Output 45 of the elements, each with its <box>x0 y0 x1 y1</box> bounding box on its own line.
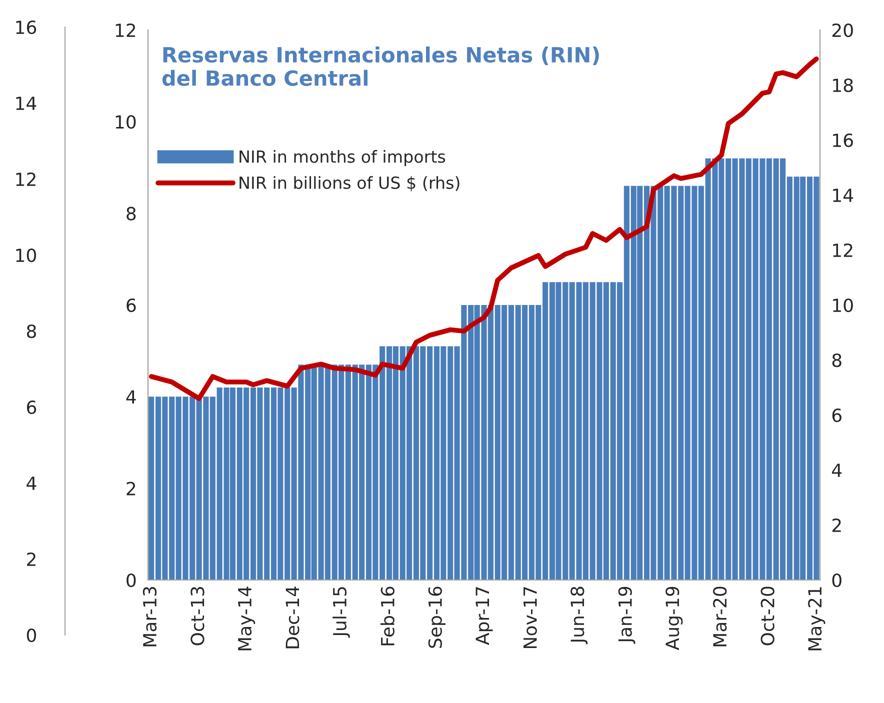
y3-tick-label: 14 <box>16 96 36 110</box>
x-tick-label: Feb-16 <box>380 586 394 646</box>
x-tick-label: Oct-13 <box>190 587 204 646</box>
x-tick-label: Mar-13 <box>142 587 157 646</box>
y2-tick-label: 14 <box>833 188 854 202</box>
y2-tick-label: 4 <box>832 464 842 477</box>
y-tick-label: 10 <box>116 115 136 129</box>
x-tick-label: Oct-20 <box>760 586 774 646</box>
y2-tick-label: 20 <box>832 23 853 38</box>
y-tick-label: 2 <box>126 482 136 496</box>
y3-tick-label: 8 <box>26 324 36 338</box>
x-tick-label: Jun-18 <box>570 586 588 644</box>
y2-tick-label: 8 <box>832 353 842 368</box>
x-tick-label: May-21 <box>808 587 826 650</box>
y2-tick-label: 12 <box>833 243 852 257</box>
y3-tick-label: 4 <box>26 476 36 490</box>
y3-tick-label: 2 <box>27 552 36 566</box>
y3-tick-label: 12 <box>16 172 36 186</box>
y2-tick-label: 0 <box>832 573 842 588</box>
y3-tick-label: 0 <box>26 628 36 642</box>
x-tick-label: Nov-17 <box>524 587 537 648</box>
x-tick-label: Jul-15 <box>332 587 350 638</box>
y-tick-label: 12 <box>116 23 136 37</box>
y3-tick-label: 16 <box>16 20 36 34</box>
x-tick-label: Aug-19 <box>666 586 683 650</box>
y2-tick-label: 18 <box>833 78 853 92</box>
legend-label: NIR in months of imports <box>240 150 446 166</box>
x-tick-label: Dec-14 <box>286 586 300 648</box>
y2-tick-label: 6 <box>832 408 842 422</box>
y3-tick-label: 10 <box>16 248 36 262</box>
y-tick-label: 0 <box>126 573 136 588</box>
legend-label: NIR in billions of US $ (rhs) <box>240 176 460 192</box>
text: Reservas Internacionales Netas (RIN) del Banco Central <box>162 46 599 86</box>
x-tick-label: Jan-19 <box>618 586 636 644</box>
y2-tick-label: 2 <box>832 518 841 532</box>
x-tick-label: Sep-16 <box>428 586 446 648</box>
y3-tick-label: 6 <box>26 400 36 414</box>
y-tick-label: 4 <box>126 390 136 404</box>
y2-tick-label: 16 <box>833 133 853 148</box>
x-tick-label: Apr-17 <box>476 587 493 645</box>
y2-tick-label: 10 <box>833 298 853 312</box>
x-tick-label: May-14 <box>238 586 256 650</box>
x-tick-label: Mar-20 <box>713 586 727 646</box>
y-tick-label: 6 <box>126 298 136 312</box>
y-tick-label: 8 <box>126 206 136 220</box>
